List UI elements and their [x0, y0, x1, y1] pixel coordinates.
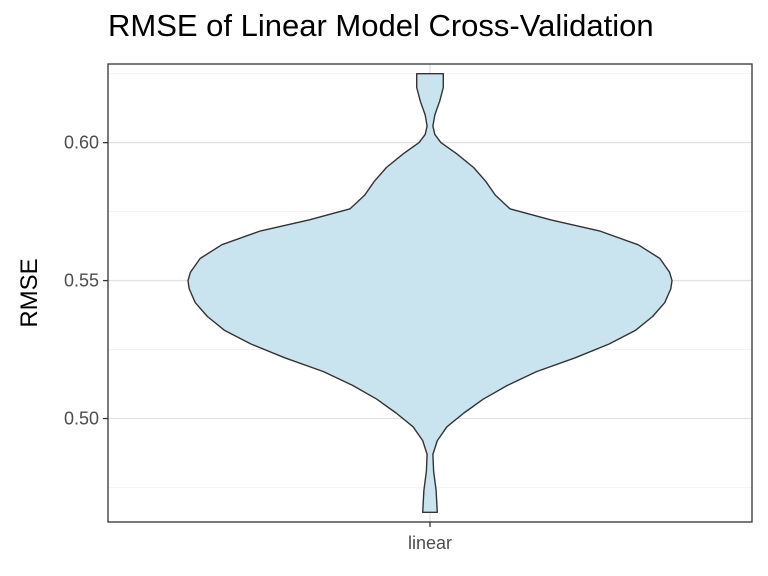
y-axis-title: RMSE — [16, 258, 43, 327]
y-tick-label: 0.50 — [64, 409, 99, 429]
y-tick-label: 0.60 — [64, 133, 99, 153]
x-tick-label: linear — [408, 533, 452, 553]
axes: 0.50 0.55 0.60 linear — [64, 133, 452, 553]
chart-title: RMSE of Linear Model Cross-Validation — [108, 8, 654, 43]
violin-linear — [187, 73, 673, 513]
violin-layer — [187, 73, 673, 513]
y-tick-label: 0.55 — [64, 271, 99, 291]
